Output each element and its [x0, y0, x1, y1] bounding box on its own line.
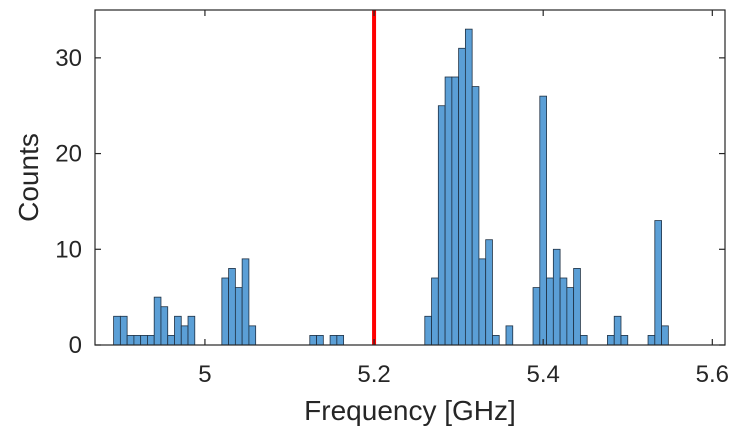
histogram-bar — [607, 335, 615, 346]
histogram-bar — [316, 335, 324, 346]
y-tick-label: 0 — [69, 332, 82, 359]
histogram-bar — [478, 258, 487, 346]
x-axis-title: Frequency [GHz] — [304, 395, 516, 426]
histogram-bar — [424, 315, 432, 346]
histogram-bars — [113, 28, 669, 346]
histogram-bar — [221, 277, 230, 346]
y-tick-label: 10 — [55, 236, 82, 263]
histogram-bar — [620, 335, 629, 346]
x-tick-label: 5 — [198, 361, 211, 388]
x-tick-label: 5.2 — [357, 361, 390, 388]
histogram-bar — [492, 335, 500, 346]
y-tick-label: 30 — [55, 45, 82, 72]
histogram-bar — [579, 335, 588, 346]
histogram-bar — [329, 335, 338, 346]
histogram-bar — [437, 105, 446, 346]
histogram-bar — [126, 335, 135, 346]
histogram-bar — [566, 287, 575, 346]
histogram-bar — [234, 287, 243, 346]
histogram-bar — [153, 296, 162, 346]
y-axis-title: Counts — [13, 133, 44, 222]
histogram-bar — [573, 268, 581, 346]
histogram-bar — [559, 277, 568, 346]
histogram-bar — [546, 277, 554, 346]
x-tick-label: 5.4 — [527, 361, 560, 388]
histogram-bar — [471, 86, 480, 346]
y-tick-label: 20 — [55, 141, 82, 168]
histogram-bar — [180, 325, 189, 346]
histogram-bar — [458, 47, 466, 346]
histogram-bar — [248, 325, 257, 346]
histogram-bar — [431, 277, 439, 346]
histogram-bar — [140, 335, 148, 346]
histogram-bar — [654, 220, 662, 346]
histogram-bar — [241, 258, 250, 346]
x-tick-label: 5.6 — [696, 361, 729, 388]
histogram-bar — [187, 315, 196, 346]
histogram-bar — [167, 335, 175, 346]
y-axis-ticks: 0 10 20 30 — [55, 45, 725, 359]
histogram-bar — [539, 95, 547, 346]
histogram-bar — [505, 325, 514, 346]
histogram-bar — [160, 306, 169, 346]
histogram-bar — [647, 335, 656, 346]
histogram-bar — [174, 315, 182, 346]
histogram-bar — [485, 239, 493, 346]
histogram-bar — [228, 268, 236, 346]
x-axis-ticks: 5 5.2 5.4 5.6 — [198, 10, 729, 388]
plot-area-frame — [94, 9, 726, 346]
histogram-bar — [613, 315, 622, 346]
histogram-bar — [147, 335, 155, 346]
histogram-bar — [119, 315, 128, 346]
histogram-bar — [661, 325, 669, 346]
histogram-bar — [309, 335, 317, 346]
histogram-bar — [133, 335, 142, 346]
histogram-bar — [444, 76, 453, 346]
histogram-bar — [464, 28, 473, 346]
histogram-bar — [113, 315, 121, 346]
histogram-bar — [451, 76, 460, 346]
histogram-bar — [532, 287, 541, 346]
histogram-bar — [552, 248, 561, 346]
histogram-bar — [336, 335, 345, 346]
